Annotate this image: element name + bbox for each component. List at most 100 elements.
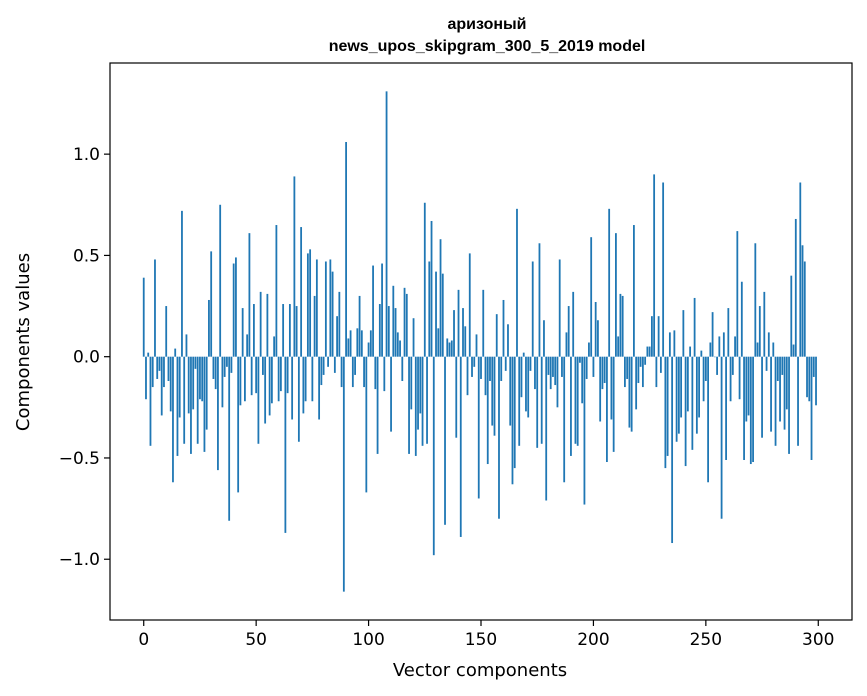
bar-229 <box>657 316 660 357</box>
bar-86 <box>336 316 338 357</box>
bar-175 <box>536 356 539 448</box>
bar-267 <box>743 356 745 460</box>
bar-71 <box>302 356 305 414</box>
bar-170 <box>525 356 527 412</box>
bar-98 <box>363 356 365 388</box>
bar-181 <box>549 356 552 390</box>
bar-177 <box>540 356 543 444</box>
bar-278 <box>767 332 770 357</box>
bar-218 <box>633 225 635 357</box>
bar-58 <box>273 336 276 357</box>
bar-31 <box>212 356 215 379</box>
bar-1 <box>145 356 147 400</box>
x-axis-label: Vector components <box>393 660 567 681</box>
bar-294 <box>803 261 806 357</box>
bar-166 <box>516 208 518 357</box>
bar-20 <box>187 356 190 414</box>
bars-group <box>142 91 817 592</box>
bar-69 <box>297 356 300 442</box>
bar-26 <box>201 356 204 402</box>
bar-34 <box>219 204 222 357</box>
bar-56 <box>268 356 271 416</box>
bar-256 <box>718 336 721 357</box>
bar-48 <box>250 356 253 396</box>
bar-212 <box>619 293 622 357</box>
bar-8 <box>160 356 163 416</box>
bar-233 <box>666 356 669 456</box>
bar-275 <box>761 356 763 438</box>
bar-52 <box>259 291 262 357</box>
bar-64 <box>286 356 289 394</box>
bar-47 <box>248 233 251 357</box>
bar-70 <box>300 227 303 357</box>
bar-25 <box>199 356 201 400</box>
y-tick-label: 1.0 <box>73 145 100 165</box>
bar-28 <box>205 356 208 430</box>
bar-14 <box>174 348 177 357</box>
bar-263 <box>734 336 736 357</box>
bar-205 <box>603 356 606 384</box>
bar-227 <box>653 174 656 357</box>
bar-140 <box>457 289 460 357</box>
bar-111 <box>392 285 395 357</box>
bar-11 <box>167 356 170 381</box>
bar-182 <box>552 356 554 377</box>
bar-109 <box>387 306 390 357</box>
bar-240 <box>682 310 685 357</box>
bar-151 <box>482 289 485 357</box>
bar-209 <box>612 356 615 452</box>
x-tick-label: 250 <box>690 630 722 650</box>
bar-293 <box>801 245 804 357</box>
bar-13 <box>172 356 174 483</box>
bar-39 <box>230 356 233 373</box>
bar-272 <box>754 243 757 357</box>
bar-214 <box>624 356 626 388</box>
bar-5 <box>154 259 156 357</box>
bar-141 <box>459 356 462 537</box>
bar-51 <box>257 356 260 444</box>
y-tick-label: −1.0 <box>59 550 100 570</box>
bar-299 <box>815 356 817 406</box>
bar-259 <box>725 356 727 460</box>
bar-173 <box>531 261 534 357</box>
bar-285 <box>783 356 786 430</box>
bar-84 <box>331 271 334 357</box>
bar-252 <box>709 342 712 357</box>
bar-143 <box>464 326 467 357</box>
bar-243 <box>689 346 692 357</box>
bar-83 <box>329 259 332 357</box>
bar-79 <box>320 356 323 386</box>
bar-60 <box>277 356 280 402</box>
bar-104 <box>376 356 379 454</box>
bar-116 <box>403 287 406 357</box>
bar-132 <box>439 239 442 357</box>
bar-68 <box>295 306 298 357</box>
bar-142 <box>462 308 464 357</box>
bar-292 <box>799 182 802 357</box>
bar-206 <box>606 356 608 463</box>
bar-149 <box>477 356 480 499</box>
bar-102 <box>372 265 374 357</box>
bar-63 <box>284 356 287 533</box>
bar-265 <box>738 356 741 400</box>
bar-188 <box>565 332 568 357</box>
bar-115 <box>401 356 404 381</box>
bar-17 <box>181 210 183 357</box>
bar-288 <box>790 275 793 357</box>
x-tick-label: 0 <box>138 630 149 650</box>
bar-191 <box>572 291 575 357</box>
bar-90 <box>345 141 347 357</box>
bar-36 <box>223 356 226 377</box>
bar-161 <box>504 356 507 371</box>
bar-284 <box>781 356 784 375</box>
bar-125 <box>423 202 426 357</box>
bar-57 <box>270 356 273 404</box>
bar-88 <box>340 356 343 388</box>
bar-172 <box>529 356 532 371</box>
bar-262 <box>731 356 734 375</box>
bar-204 <box>601 356 604 390</box>
bar-269 <box>747 356 750 416</box>
bar-250 <box>704 356 707 381</box>
bar-124 <box>421 356 424 446</box>
